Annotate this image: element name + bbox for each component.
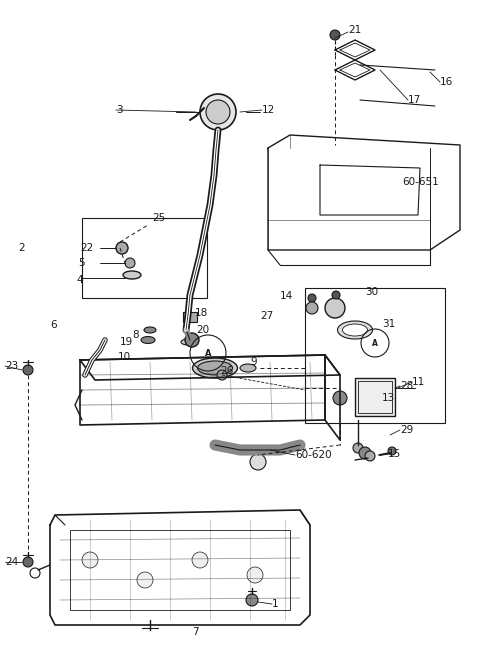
Text: 14: 14 bbox=[280, 291, 293, 301]
Circle shape bbox=[192, 552, 208, 568]
Bar bbox=[358, 381, 392, 413]
Circle shape bbox=[332, 291, 340, 299]
Text: 29: 29 bbox=[400, 425, 413, 435]
Text: 22: 22 bbox=[80, 243, 93, 253]
Circle shape bbox=[23, 557, 33, 567]
Bar bbox=[70, 530, 290, 610]
Text: 1: 1 bbox=[272, 599, 278, 609]
Circle shape bbox=[247, 567, 263, 583]
Circle shape bbox=[359, 447, 371, 459]
Text: 60-651: 60-651 bbox=[402, 177, 439, 187]
Ellipse shape bbox=[141, 337, 155, 344]
Ellipse shape bbox=[144, 327, 156, 333]
Text: 11: 11 bbox=[412, 377, 425, 387]
Ellipse shape bbox=[123, 271, 141, 279]
Circle shape bbox=[365, 451, 375, 461]
Text: 3: 3 bbox=[116, 105, 122, 115]
Bar bbox=[355, 378, 395, 416]
Text: 5: 5 bbox=[78, 258, 84, 268]
Text: 28: 28 bbox=[400, 381, 413, 391]
Text: A: A bbox=[372, 338, 378, 348]
Ellipse shape bbox=[240, 364, 256, 372]
Circle shape bbox=[125, 258, 135, 268]
Circle shape bbox=[206, 100, 230, 124]
Text: A: A bbox=[205, 348, 211, 358]
Text: 17: 17 bbox=[408, 95, 421, 105]
Text: 60-620: 60-620 bbox=[295, 450, 332, 460]
Text: 21: 21 bbox=[348, 25, 361, 35]
Circle shape bbox=[306, 302, 318, 314]
Text: 8: 8 bbox=[132, 330, 139, 340]
Text: 13: 13 bbox=[382, 393, 395, 403]
Text: 23: 23 bbox=[5, 361, 18, 371]
Ellipse shape bbox=[181, 339, 195, 345]
Bar bbox=[82, 218, 207, 298]
Text: 4: 4 bbox=[76, 275, 83, 285]
Text: 26: 26 bbox=[220, 366, 233, 376]
Text: 7: 7 bbox=[192, 627, 199, 637]
Ellipse shape bbox=[192, 358, 238, 378]
Circle shape bbox=[200, 94, 236, 130]
Text: 18: 18 bbox=[195, 308, 208, 318]
Circle shape bbox=[325, 298, 345, 318]
Circle shape bbox=[116, 242, 128, 254]
Circle shape bbox=[333, 391, 347, 405]
Ellipse shape bbox=[337, 321, 372, 339]
Circle shape bbox=[23, 365, 33, 375]
Bar bbox=[183, 312, 197, 322]
Bar bbox=[305, 288, 445, 423]
Text: 9: 9 bbox=[250, 357, 257, 367]
Text: 31: 31 bbox=[382, 319, 395, 329]
Circle shape bbox=[82, 552, 98, 568]
Circle shape bbox=[137, 572, 153, 588]
Text: 16: 16 bbox=[440, 77, 453, 87]
Circle shape bbox=[185, 333, 199, 347]
Text: 20: 20 bbox=[196, 325, 209, 335]
Circle shape bbox=[330, 30, 340, 40]
Circle shape bbox=[353, 443, 363, 453]
Text: 10: 10 bbox=[118, 352, 131, 362]
Text: 30: 30 bbox=[365, 287, 378, 297]
Circle shape bbox=[308, 294, 316, 302]
Text: 19: 19 bbox=[120, 337, 133, 347]
Ellipse shape bbox=[197, 361, 232, 375]
Ellipse shape bbox=[343, 324, 368, 336]
Circle shape bbox=[246, 594, 258, 606]
Circle shape bbox=[217, 370, 227, 380]
Text: 15: 15 bbox=[388, 449, 401, 459]
Text: 24: 24 bbox=[5, 557, 18, 567]
Text: 12: 12 bbox=[262, 105, 275, 115]
Text: 2: 2 bbox=[18, 243, 24, 253]
Text: 27: 27 bbox=[260, 311, 273, 321]
Text: 6: 6 bbox=[50, 320, 57, 330]
Circle shape bbox=[250, 454, 266, 470]
Text: 25: 25 bbox=[152, 213, 165, 223]
Circle shape bbox=[388, 447, 396, 455]
